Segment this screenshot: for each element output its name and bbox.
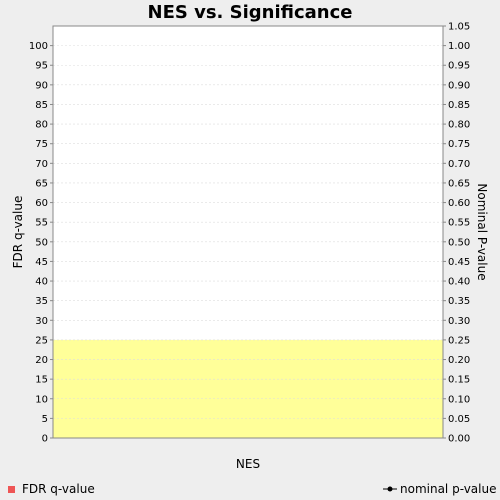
legend-pvalue-marker: [387, 486, 393, 492]
left-axis-label: FDR q-value: [11, 196, 25, 269]
right-tick-label: 0.30: [448, 316, 470, 327]
left-tick-label: 15: [35, 375, 48, 386]
left-tick-label: 20: [35, 355, 48, 366]
right-tick-label: 0.10: [448, 394, 470, 405]
right-tick-label: 0.00: [448, 434, 470, 445]
left-tick-label: 10: [35, 394, 48, 405]
right-tick-label: 0.75: [448, 139, 470, 150]
right-tick-label: 0.95: [448, 61, 470, 72]
left-tick-label: 35: [35, 296, 48, 307]
right-tick-label: 0.85: [448, 100, 470, 111]
plot-border: [52, 25, 444, 439]
right-tick-label: 0.25: [448, 335, 470, 346]
legend-fdr-marker: [8, 486, 15, 493]
legend: FDR q-value nominal p-value: [8, 482, 496, 496]
left-tick-label: 5: [42, 414, 48, 425]
significance-band: [53, 339, 443, 438]
right-tick-label: 0.35: [448, 296, 470, 307]
left-tick-label: 75: [35, 139, 48, 150]
right-tick-label: 0.50: [448, 237, 470, 248]
right-tick-label: 0.70: [448, 159, 470, 170]
right-tick-label: 0.05: [448, 414, 470, 425]
left-tick-label: 100: [29, 41, 48, 52]
left-axis-ticks: 0 5 10 15 20 25 30 35 40 45 50 55 60 65 70 75 80 85 90 95 10…: [29, 41, 53, 445]
left-tick-label: 90: [35, 80, 48, 91]
right-tick-label: 0.15: [448, 375, 470, 386]
right-tick-label: 0.60: [448, 198, 470, 209]
right-axis-label: Nominal P-value: [475, 183, 489, 280]
left-tick-label: 25: [35, 335, 48, 346]
right-tick-label: 0.80: [448, 120, 470, 131]
legend-fdr-label: FDR q-value: [22, 482, 95, 496]
right-tick-label: 0.20: [448, 355, 470, 366]
right-tick-label: 0.45: [448, 257, 470, 268]
left-tick-label: 40: [35, 277, 48, 288]
left-tick-label: 80: [35, 120, 48, 131]
right-axis-ticks: 0.00 0.05 0.10 0.15 0.20 0.25 0.30 0.35 0.40 0.45…: [443, 22, 470, 445]
right-tick-label: 0.55: [448, 218, 470, 229]
left-tick-label: 60: [35, 198, 48, 209]
legend-pvalue-label: nominal p-value: [400, 482, 496, 496]
left-tick-label: 65: [35, 178, 48, 189]
right-tick-label: 1.05: [448, 22, 470, 33]
right-tick-label: 0.90: [448, 80, 470, 91]
left-tick-label: 70: [35, 159, 48, 170]
left-tick-label: 95: [35, 61, 48, 72]
gridlines: [53, 45, 443, 439]
left-tick-label: 50: [35, 237, 48, 248]
left-tick-label: 0: [42, 434, 48, 445]
right-tick-label: 0.65: [448, 178, 470, 189]
right-tick-label: 1.00: [448, 41, 470, 52]
x-axis-label: NES: [236, 457, 260, 471]
left-tick-label: 30: [35, 316, 48, 327]
right-tick-label: 0.40: [448, 277, 470, 288]
left-tick-label: 55: [35, 218, 48, 229]
chart-title: NES vs. Significance: [148, 2, 353, 23]
left-tick-label: 45: [35, 257, 48, 268]
left-tick-label: 85: [35, 100, 48, 111]
